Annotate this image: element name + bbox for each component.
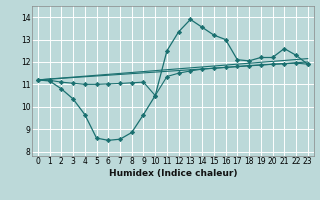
- X-axis label: Humidex (Indice chaleur): Humidex (Indice chaleur): [108, 169, 237, 178]
